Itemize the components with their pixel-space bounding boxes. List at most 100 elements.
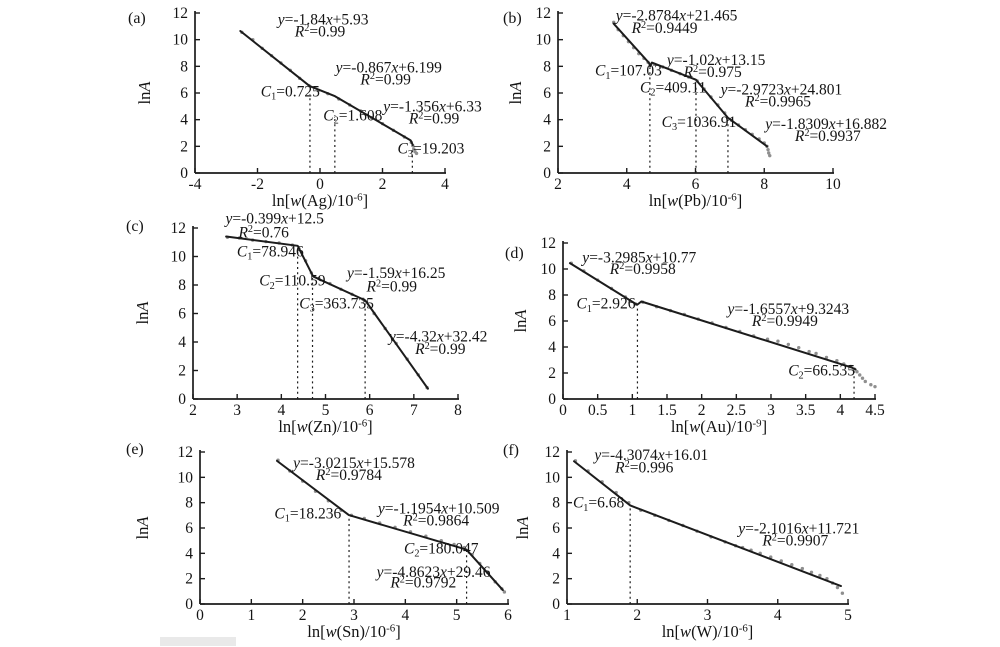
r-squared-label: R2=0.99 [294,23,346,40]
y-tick-label: 4 [185,545,193,562]
threshold-label: C1=6.68 [573,495,625,514]
x-tick-label: 6 [504,607,512,624]
x-tick-label: 4 [401,607,409,624]
data-point [818,573,822,578]
x-axis-label: ln[w(W)/10-6] [662,622,754,641]
equation-label: y=-1.84x+5.93 [276,11,369,28]
annotations: y=-0.399x+12.5R2=0.76 C1=78.946 C2=110.59 y… [223,211,487,358]
data-point [779,559,783,563]
r-squared-label: R2=0.9784 [315,467,382,484]
data-point [835,585,840,590]
threshold-label: C3=1036.91 [662,114,737,133]
x-axis-label: ln[w(Sn)/10-6] [307,622,400,641]
x-tick-label: 2 [379,176,387,193]
axes [562,241,876,400]
panel-a: -4 -2 0 2 4 0 2 4 6 8 10 12 ln[w(Ag)/10-6] lnA (a) y=-1… [128,5,482,210]
panel-letter: (f) [503,442,519,459]
x-tick-label: 0 [316,176,324,193]
equation-label: y=-1.8309x+16.882 [763,116,887,133]
threshold-label: C1=0.725 [261,83,320,102]
y-tick-label: 10 [178,469,194,486]
y-axis-label: lnA [511,309,530,333]
y-tick-label: 6 [178,306,186,323]
y-axis-label: lnA [506,81,525,105]
r-squared-label: R2=0.9792 [389,574,456,591]
y-tick-label: 10 [171,249,187,266]
y-tick-label: 4 [543,112,551,129]
y-tick-label: 12 [171,220,187,237]
equation-label: y=-1.356x+6.33 [381,99,482,116]
data-point [767,151,771,155]
r-squared-label: R2=0.9449 [631,20,698,37]
x-tick-label: 4 [836,402,844,419]
x-tick-label: 3 [767,402,775,419]
data-point [863,379,867,384]
scan-artifact [160,637,236,646]
x-tick-label: 0.5 [588,402,608,419]
x-tick-label: 1.5 [657,402,677,419]
equation-label: y=-4.32x+32.42 [387,328,487,345]
y-tick-label: 12 [173,5,189,22]
data-point [766,147,770,152]
y-tick-label: 0 [178,391,186,408]
r-squared-label: R2=0.76 [237,224,289,241]
x-tick-label: 2 [299,607,307,624]
x-tick-label: 2 [698,402,706,419]
y-tick-label: 10 [173,32,189,49]
y-tick-label: 2 [185,571,193,588]
r-squared-label: R2=0.9864 [402,512,469,529]
panel-letter: (e) [126,441,144,458]
data-point [858,373,862,377]
y-tick-label: 8 [180,58,188,75]
y-tick-label: 6 [185,520,193,537]
data-point [502,590,507,594]
fit-curve [276,459,504,592]
data-point [800,566,805,571]
y-tick-label: 4 [180,112,188,129]
y-tick-label: 0 [543,165,551,182]
y-axis-label: lnA [133,516,152,540]
x-tick-label: 2 [189,402,197,419]
y-tick-label: 8 [543,58,551,75]
data-point [786,342,791,347]
y-axis-label: lnA [513,516,532,540]
axes [194,11,446,174]
r-squared-label: R2=0.9965 [744,93,811,110]
x-tick-label: 2 [633,607,641,624]
threshold-lines [297,247,366,399]
y-tick-label: 4 [178,334,186,351]
data-point [412,147,416,151]
fit-curve [573,460,842,588]
y-tick-label: 6 [552,520,560,537]
y-tick-label: 8 [178,277,186,294]
x-tick-label: 2 [554,176,562,193]
panel-letter: (c) [126,218,144,235]
panel-letter: (b) [503,10,522,27]
y-axis-label: lnA [135,81,154,105]
y-tick-label: 10 [536,32,552,49]
y-tick-label: 12 [536,5,552,22]
x-tick-label: 5 [453,607,461,624]
equation-label: y=-3.2985x+10.77 [580,250,696,267]
data-point [797,345,801,350]
data-point [776,339,780,343]
y-tick-label: 0 [552,596,560,613]
data-point [807,349,811,354]
data-point [869,383,873,387]
threshold-label: C2=1.608 [323,107,382,126]
x-tick-label: 4.5 [865,402,885,419]
x-tick-label: 4 [441,176,449,193]
threshold-lines [649,67,729,173]
r-squared-label: R2=0.99 [408,111,460,128]
equation-label: y=-2.1016x+11.721 [736,521,859,538]
x-tick-label: 6 [366,402,374,419]
fit-curve [239,30,414,146]
threshold-lines [636,306,855,399]
y-tick-label: 2 [543,138,551,155]
